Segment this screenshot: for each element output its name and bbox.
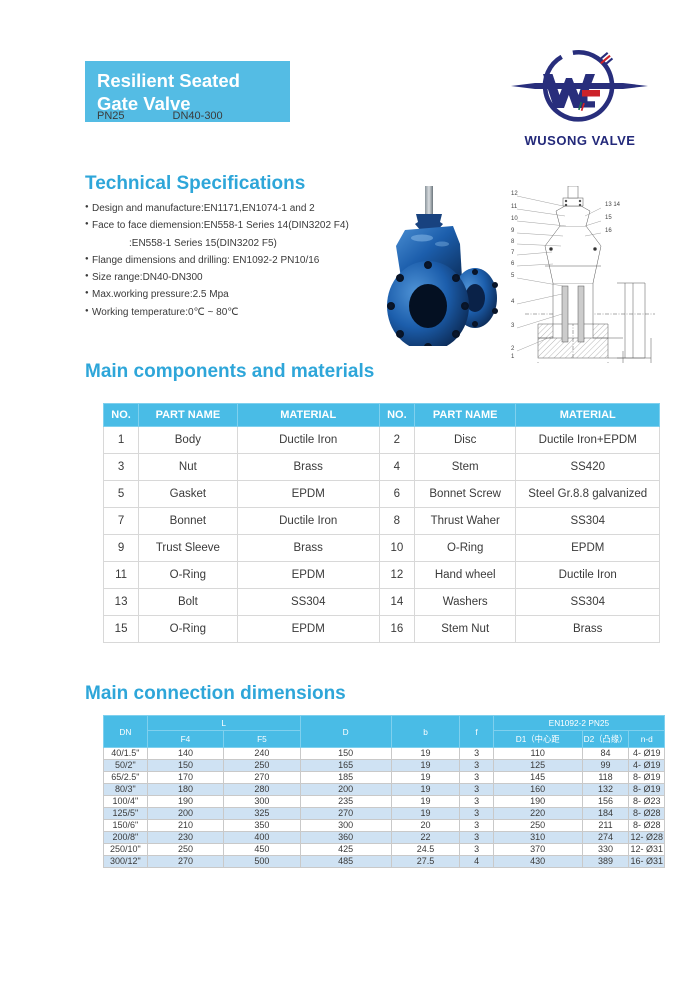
svg-text:5: 5	[511, 273, 515, 279]
svg-text:10: 10	[511, 216, 518, 222]
svg-text:13 14: 13 14	[605, 202, 621, 208]
svg-text:4: 4	[511, 299, 515, 305]
svg-text:1: 1	[511, 354, 515, 360]
svg-text:12: 12	[511, 191, 518, 197]
svg-text:11: 11	[511, 204, 518, 210]
svg-text:6: 6	[511, 261, 515, 267]
svg-text:16: 16	[605, 228, 612, 234]
svg-text:15: 15	[605, 215, 612, 221]
svg-text:3: 3	[511, 323, 515, 329]
svg-text:2: 2	[511, 346, 515, 352]
svg-text:9: 9	[511, 228, 515, 234]
svg-text:7: 7	[511, 250, 515, 256]
svg-text:8: 8	[511, 239, 515, 245]
